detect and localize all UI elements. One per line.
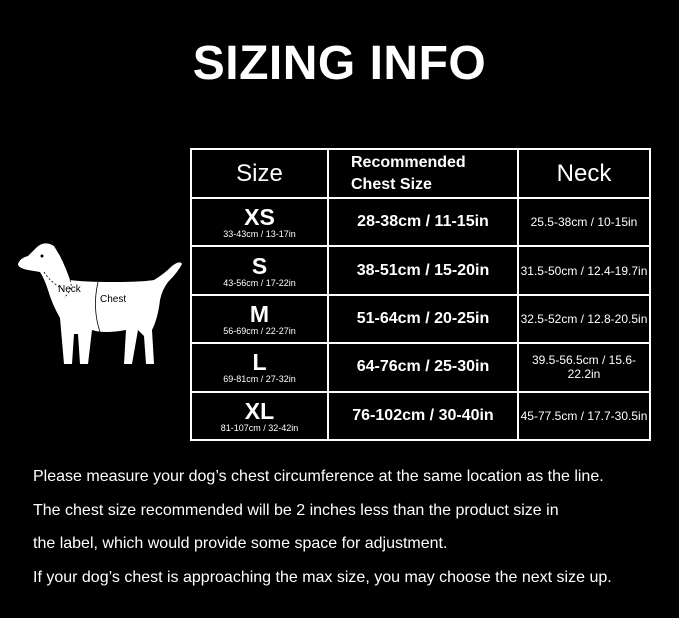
- table-row: L 69-81cm / 27-32in 64-76cm / 25-30in 39.…: [190, 342, 651, 393]
- size-label: M: [249, 300, 270, 327]
- size-range: 43-56cm / 17-22in: [223, 277, 296, 288]
- size-range: 33-43cm / 13-17in: [223, 229, 296, 240]
- size-cell: XS 33-43cm / 13-17in: [190, 196, 329, 248]
- note-line: Please measure your dog’s chest circumfe…: [33, 468, 604, 485]
- size-label: XL: [244, 397, 275, 424]
- neck-label: Neck: [58, 284, 81, 295]
- header-chest-line1: Recommended: [351, 153, 466, 171]
- neck-cell: 25.5-38cm / 10-15in: [517, 196, 651, 248]
- note-line: The chest size recommended will be 2 inc…: [33, 501, 559, 519]
- sizing-table: Size Recommended Chest Size Neck XS 33-43…: [190, 148, 651, 442]
- size-cell: L 69-81cm / 27-32in: [190, 342, 329, 393]
- table-header-row: Size Recommended Chest Size Neck: [190, 148, 651, 199]
- neck-cell: 45-77.5cm / 17.7-30.5in: [517, 390, 651, 442]
- size-cell: M 56-69cm / 22-27in: [190, 293, 329, 345]
- chest-label: Chest: [100, 294, 127, 305]
- chest-cell: 64-76cm / 25-30in: [327, 342, 519, 393]
- size-range: 69-81cm / 27-32in: [223, 374, 296, 385]
- page-title: SIZING INFO: [192, 37, 487, 90]
- table-row: M 56-69cm / 22-27in 51-64cm / 20-25in 32.…: [190, 293, 651, 345]
- neck-cell: 31.5-50cm / 12.4-19.7in: [517, 245, 651, 296]
- size-range: 81-107cm / 32-42in: [220, 422, 299, 433]
- header-size: Size: [190, 148, 329, 199]
- table-row: XL 81-107cm / 32-42in 76-102cm / 30-40in …: [190, 390, 651, 442]
- measurement-notes: Please measure your dog’s chest circumfe…: [33, 468, 612, 602]
- size-cell: XL 81-107cm / 32-42in: [190, 390, 329, 442]
- chest-cell: 28-38cm / 11-15in: [327, 196, 519, 248]
- header-chest: Recommended Chest Size: [327, 148, 519, 199]
- size-label: S: [251, 252, 268, 279]
- size-label: XS: [244, 204, 275, 231]
- note-line: the label, which would provide some spac…: [33, 535, 448, 552]
- dog-illustration: Neck Chest: [14, 238, 186, 383]
- neck-cell: 39.5-56.5cm / 15.6-22.2in: [517, 342, 651, 393]
- header-chest-line2: Chest Size: [351, 175, 432, 193]
- chest-cell: 38-51cm / 15-20in: [327, 245, 519, 296]
- header-neck: Neck: [517, 148, 651, 199]
- dog-silhouette-icon: [18, 243, 182, 364]
- table-row: XS 33-43cm / 13-17in 28-38cm / 11-15in 25…: [190, 196, 651, 248]
- note-line: If your dog’s chest is approaching the m…: [33, 568, 612, 586]
- table-row: S 43-56cm / 17-22in 38-51cm / 15-20in 31.…: [190, 245, 651, 296]
- size-cell: S 43-56cm / 17-22in: [190, 245, 329, 296]
- chest-cell: 76-102cm / 30-40in: [327, 390, 519, 442]
- neck-cell: 32.5-52cm / 12.8-20.5in: [517, 293, 651, 345]
- chest-cell: 51-64cm / 20-25in: [327, 293, 519, 345]
- size-range: 56-69cm / 22-27in: [223, 325, 296, 336]
- size-label: L: [252, 349, 267, 376]
